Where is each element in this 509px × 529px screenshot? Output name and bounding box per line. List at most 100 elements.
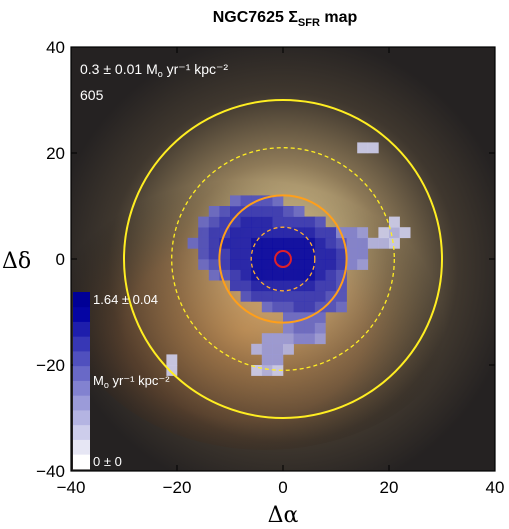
sfr-pixel	[261, 301, 273, 313]
sfr-pixel	[208, 259, 220, 270]
y-tick-label: 40	[46, 38, 65, 57]
aperture-circle-0	[123, 99, 443, 419]
sfr-pixel	[314, 237, 326, 249]
sfr-pixel	[272, 206, 284, 217]
sfr-pixel	[336, 259, 347, 270]
sfr-pixel	[240, 280, 252, 292]
y-tick-label: 20	[46, 144, 65, 163]
sfr-pixel	[251, 269, 263, 281]
sfr-pixel	[367, 237, 379, 249]
x-axis-label: Δα	[268, 503, 299, 528]
sfr-pixel	[283, 312, 294, 323]
annotation-value: 0.3 ± 0.01 Mo yr⁻¹ kpc⁻²	[80, 61, 228, 79]
colorbar-segment	[73, 380, 90, 396]
sfr-pixel	[272, 227, 284, 239]
sfr-pixel	[293, 290, 305, 302]
sfr-pixel	[389, 227, 400, 239]
sfr-pixel	[314, 333, 326, 345]
sfr-pixel	[357, 237, 369, 249]
sfr-pixel	[346, 227, 358, 239]
sfr-pixel	[251, 280, 263, 292]
sfr-pixel	[389, 237, 400, 249]
colorbar-min-label: 0 ± 0	[93, 454, 122, 469]
sfr-pixel	[304, 259, 316, 270]
sfr-pixel	[314, 216, 326, 228]
sfr-pixel	[208, 227, 220, 239]
sfr-pixel	[240, 259, 252, 270]
sfr-pixel	[219, 248, 231, 260]
sfr-pixel	[230, 195, 241, 207]
sfr-pixel	[293, 280, 305, 292]
sfr-pixel	[261, 280, 273, 292]
sfr-pixel	[166, 365, 178, 376]
aperture-circle-1	[171, 147, 395, 371]
sfr-pixel	[357, 248, 369, 260]
y-axis-label: Δδ	[2, 249, 31, 274]
sfr-pixel	[314, 269, 326, 281]
sfr-pixel	[272, 216, 284, 228]
sfr-pixel	[272, 195, 284, 207]
sfr-pixel	[293, 206, 305, 217]
sfr-pixel	[378, 237, 390, 249]
sfr-pixel	[240, 269, 252, 281]
sfr-pixel	[240, 216, 252, 228]
sfr-pixel	[399, 227, 411, 239]
sfr-pixel	[357, 259, 369, 270]
sfr-pixel	[240, 237, 252, 249]
sfr-pixel	[272, 343, 284, 355]
sfr-pixel	[325, 237, 337, 249]
x-tick-label: 0	[278, 478, 287, 497]
sfr-pixel	[314, 312, 326, 323]
sfr-pixel	[283, 343, 294, 355]
colorbar-segment	[73, 365, 90, 381]
colorbar-segment	[73, 321, 90, 337]
sfr-pixel	[357, 227, 369, 239]
sfr-pixel	[336, 269, 347, 281]
sfr-pixel	[208, 237, 220, 249]
sfr-pixel	[293, 237, 305, 249]
aperture-circle-4	[274, 250, 292, 268]
plot-area	[71, 47, 495, 471]
sfr-pixel	[304, 227, 316, 239]
sfr-pixel	[293, 322, 305, 334]
colorbar-segment	[73, 306, 90, 322]
sfr-pixel	[283, 301, 294, 313]
chart-title: NGC7625 ΣSFR map	[213, 9, 358, 29]
sfr-pixel	[261, 365, 273, 376]
sfr-pixel	[230, 206, 241, 217]
sfr-pixel	[272, 365, 284, 376]
sfr-pixel	[314, 290, 326, 302]
sfr-pixel	[325, 259, 337, 270]
sfr-pixel	[367, 142, 379, 154]
y-tick-label: 0	[56, 250, 65, 269]
sfr-pixel	[304, 237, 316, 249]
sfr-pixel	[230, 259, 241, 270]
sfr-pixel	[293, 216, 305, 228]
sfr-pixel	[261, 259, 273, 270]
x-tick-label: 40	[486, 478, 505, 497]
sfr-pixel	[240, 290, 252, 302]
sfr-pixel	[304, 301, 316, 313]
sfr-pixel	[251, 248, 263, 260]
sfr-pixel	[272, 269, 284, 281]
sfr-pixel	[325, 269, 337, 281]
sfr-pixel	[283, 206, 294, 217]
sfr-pixel	[261, 269, 273, 281]
sfr-pixel	[261, 354, 273, 366]
sfr-pixel	[272, 290, 284, 302]
sfr-pixel	[166, 354, 178, 366]
x-tick-label: 20	[380, 478, 399, 497]
x-tick-label: −40	[57, 478, 86, 497]
sfr-pixel	[219, 259, 231, 270]
sfr-pixel	[219, 237, 231, 249]
sfr-pixel	[314, 227, 326, 239]
sfr-pixel	[251, 290, 263, 302]
sfr-pixel	[389, 216, 400, 228]
sfr-pixel	[283, 216, 294, 228]
colorbar	[73, 292, 90, 470]
colorbar-segment	[73, 336, 90, 352]
sfr-pixel	[293, 259, 305, 270]
sfr-pixel	[240, 227, 252, 239]
colorbar-segment	[73, 439, 90, 455]
